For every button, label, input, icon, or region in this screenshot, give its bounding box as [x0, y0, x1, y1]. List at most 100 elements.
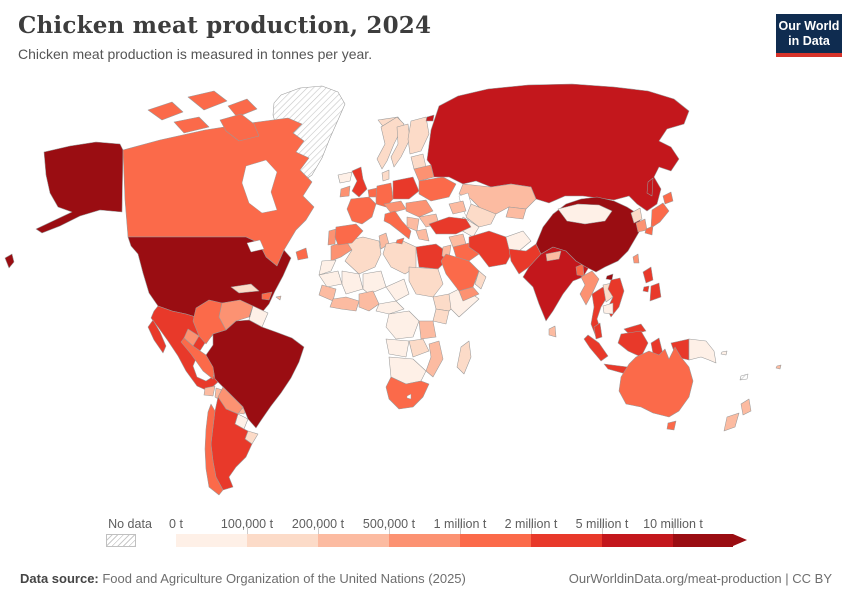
country-guatemala[interactable] — [203, 385, 216, 397]
country-baja[interactable] — [147, 319, 167, 354]
country-sumatra[interactable] — [583, 334, 609, 362]
country-russia[interactable] — [426, 83, 690, 212]
country-denmark[interactable] — [381, 169, 390, 182]
country-ireland[interactable] — [339, 185, 351, 198]
country-yemen[interactable] — [458, 286, 480, 302]
lesotho — [406, 393, 412, 400]
country-canada-island[interactable] — [219, 113, 260, 142]
chart-header: Chicken meat production, 2024 Chicken me… — [18, 12, 431, 62]
country-hainan[interactable] — [605, 273, 614, 281]
country-mongolia[interactable] — [557, 203, 613, 225]
country-tasmania[interactable] — [666, 420, 677, 431]
page-title: Chicken meat production, 2024 — [18, 12, 432, 39]
country-finland[interactable] — [407, 116, 430, 155]
country-west-africa-coast[interactable] — [329, 296, 360, 312]
country-peru[interactable] — [180, 337, 216, 380]
country-cameroon[interactable] — [375, 300, 405, 315]
country-france[interactable] — [346, 196, 377, 225]
country-saudi-arabia[interactable] — [440, 253, 480, 292]
country-mindanao[interactable] — [649, 282, 662, 302]
country-italy[interactable] — [383, 210, 412, 240]
country-nigeria[interactable] — [358, 290, 380, 312]
country-sri-lanka[interactable] — [548, 325, 557, 338]
data-source-text: Data source: Food and Agriculture Organi… — [20, 571, 466, 586]
country-uzbekistan[interactable] — [465, 203, 497, 228]
country-franz-josef[interactable] — [425, 114, 435, 122]
country-tanzania[interactable] — [418, 320, 437, 340]
country-drc[interactable] — [385, 310, 420, 340]
country-nz-north[interactable] — [740, 398, 752, 416]
country-north-korea[interactable] — [630, 207, 643, 224]
country-poland[interactable] — [392, 176, 420, 200]
country-brazil[interactable] — [205, 319, 305, 429]
country-visayas[interactable] — [642, 285, 650, 293]
country-sweden[interactable] — [390, 123, 411, 168]
country-ukraine[interactable] — [418, 176, 457, 202]
country-oman[interactable] — [474, 270, 487, 290]
country-niger[interactable] — [362, 270, 387, 295]
country-romania[interactable] — [405, 199, 434, 218]
citation-link[interactable]: OurWorldinData.org/meat-production | CC … — [568, 571, 832, 586]
country-canada-island[interactable] — [147, 101, 184, 121]
country-luzon[interactable] — [642, 266, 654, 284]
country-sudan[interactable] — [408, 266, 444, 298]
owid-logo: Our World in Data — [776, 14, 842, 57]
country-western-sahara[interactable] — [318, 259, 337, 276]
country-fiji[interactable] — [775, 364, 782, 370]
country-malaysia-peninsula[interactable] — [593, 322, 603, 340]
country-chad[interactable] — [385, 278, 410, 302]
country-canada-island[interactable] — [173, 116, 210, 134]
country-uk[interactable] — [351, 166, 368, 198]
country-mali[interactable] — [341, 270, 364, 295]
country-chile[interactable] — [204, 403, 224, 496]
country-hispaniola[interactable] — [261, 291, 273, 301]
country-algeria[interactable] — [344, 236, 382, 275]
country-myanmar[interactable] — [579, 270, 600, 306]
country-cambodia[interactable] — [602, 302, 614, 315]
country-iran[interactable] — [468, 230, 514, 268]
country-nepal[interactable] — [545, 250, 562, 262]
country-cuba[interactable] — [230, 283, 260, 294]
country-australia[interactable] — [618, 346, 694, 418]
country-caucasus[interactable] — [448, 200, 467, 215]
country-angola[interactable] — [385, 338, 410, 358]
country-senegal[interactable] — [318, 284, 337, 302]
country-alaska[interactable] — [35, 141, 124, 234]
country-canada-island[interactable] — [227, 98, 258, 118]
country-taiwan[interactable] — [632, 253, 640, 264]
country-sicily[interactable] — [395, 237, 405, 245]
country-canada-island[interactable] — [187, 90, 228, 111]
country-china[interactable] — [535, 196, 643, 273]
country-south-africa[interactable] — [385, 376, 430, 410]
country-nz-south[interactable] — [723, 412, 740, 432]
owid-logo-line2: in Data — [788, 34, 830, 48]
country-png[interactable] — [688, 338, 717, 364]
country-kyrgyzstan[interactable] — [505, 206, 527, 220]
country-puerto-rico[interactable] — [275, 295, 282, 301]
country-afghanistan[interactable] — [505, 230, 532, 252]
country-kenya[interactable] — [432, 308, 450, 325]
country-japan-kyushu[interactable] — [644, 225, 654, 236]
country-portugal[interactable] — [327, 228, 337, 246]
country-new-caledonia[interactable] — [739, 373, 749, 381]
country-sakhalin[interactable] — [646, 177, 654, 197]
country-japan-hokkaido[interactable] — [662, 191, 674, 205]
country-hawaii[interactable] — [4, 253, 15, 269]
country-kalimantan[interactable] — [617, 330, 649, 358]
country-solomon-islands[interactable] — [720, 350, 728, 356]
country-madagascar[interactable] — [456, 340, 472, 375]
country-venezuela[interactable] — [218, 299, 254, 331]
country-egypt[interactable] — [415, 243, 447, 270]
hudson-bay — [241, 159, 278, 214]
country-greece[interactable] — [415, 228, 430, 242]
country-zambia[interactable] — [408, 338, 430, 358]
country-japan-honshu[interactable] — [650, 202, 670, 229]
country-iceland[interactable] — [337, 171, 353, 184]
page-subtitle: Chicken meat production is measured in t… — [18, 46, 373, 62]
country-newfoundland[interactable] — [295, 247, 309, 261]
country-benelux[interactable] — [367, 187, 378, 198]
country-turkey[interactable] — [428, 216, 472, 235]
country-spain[interactable] — [334, 223, 364, 246]
country-mozambique[interactable] — [425, 340, 444, 378]
